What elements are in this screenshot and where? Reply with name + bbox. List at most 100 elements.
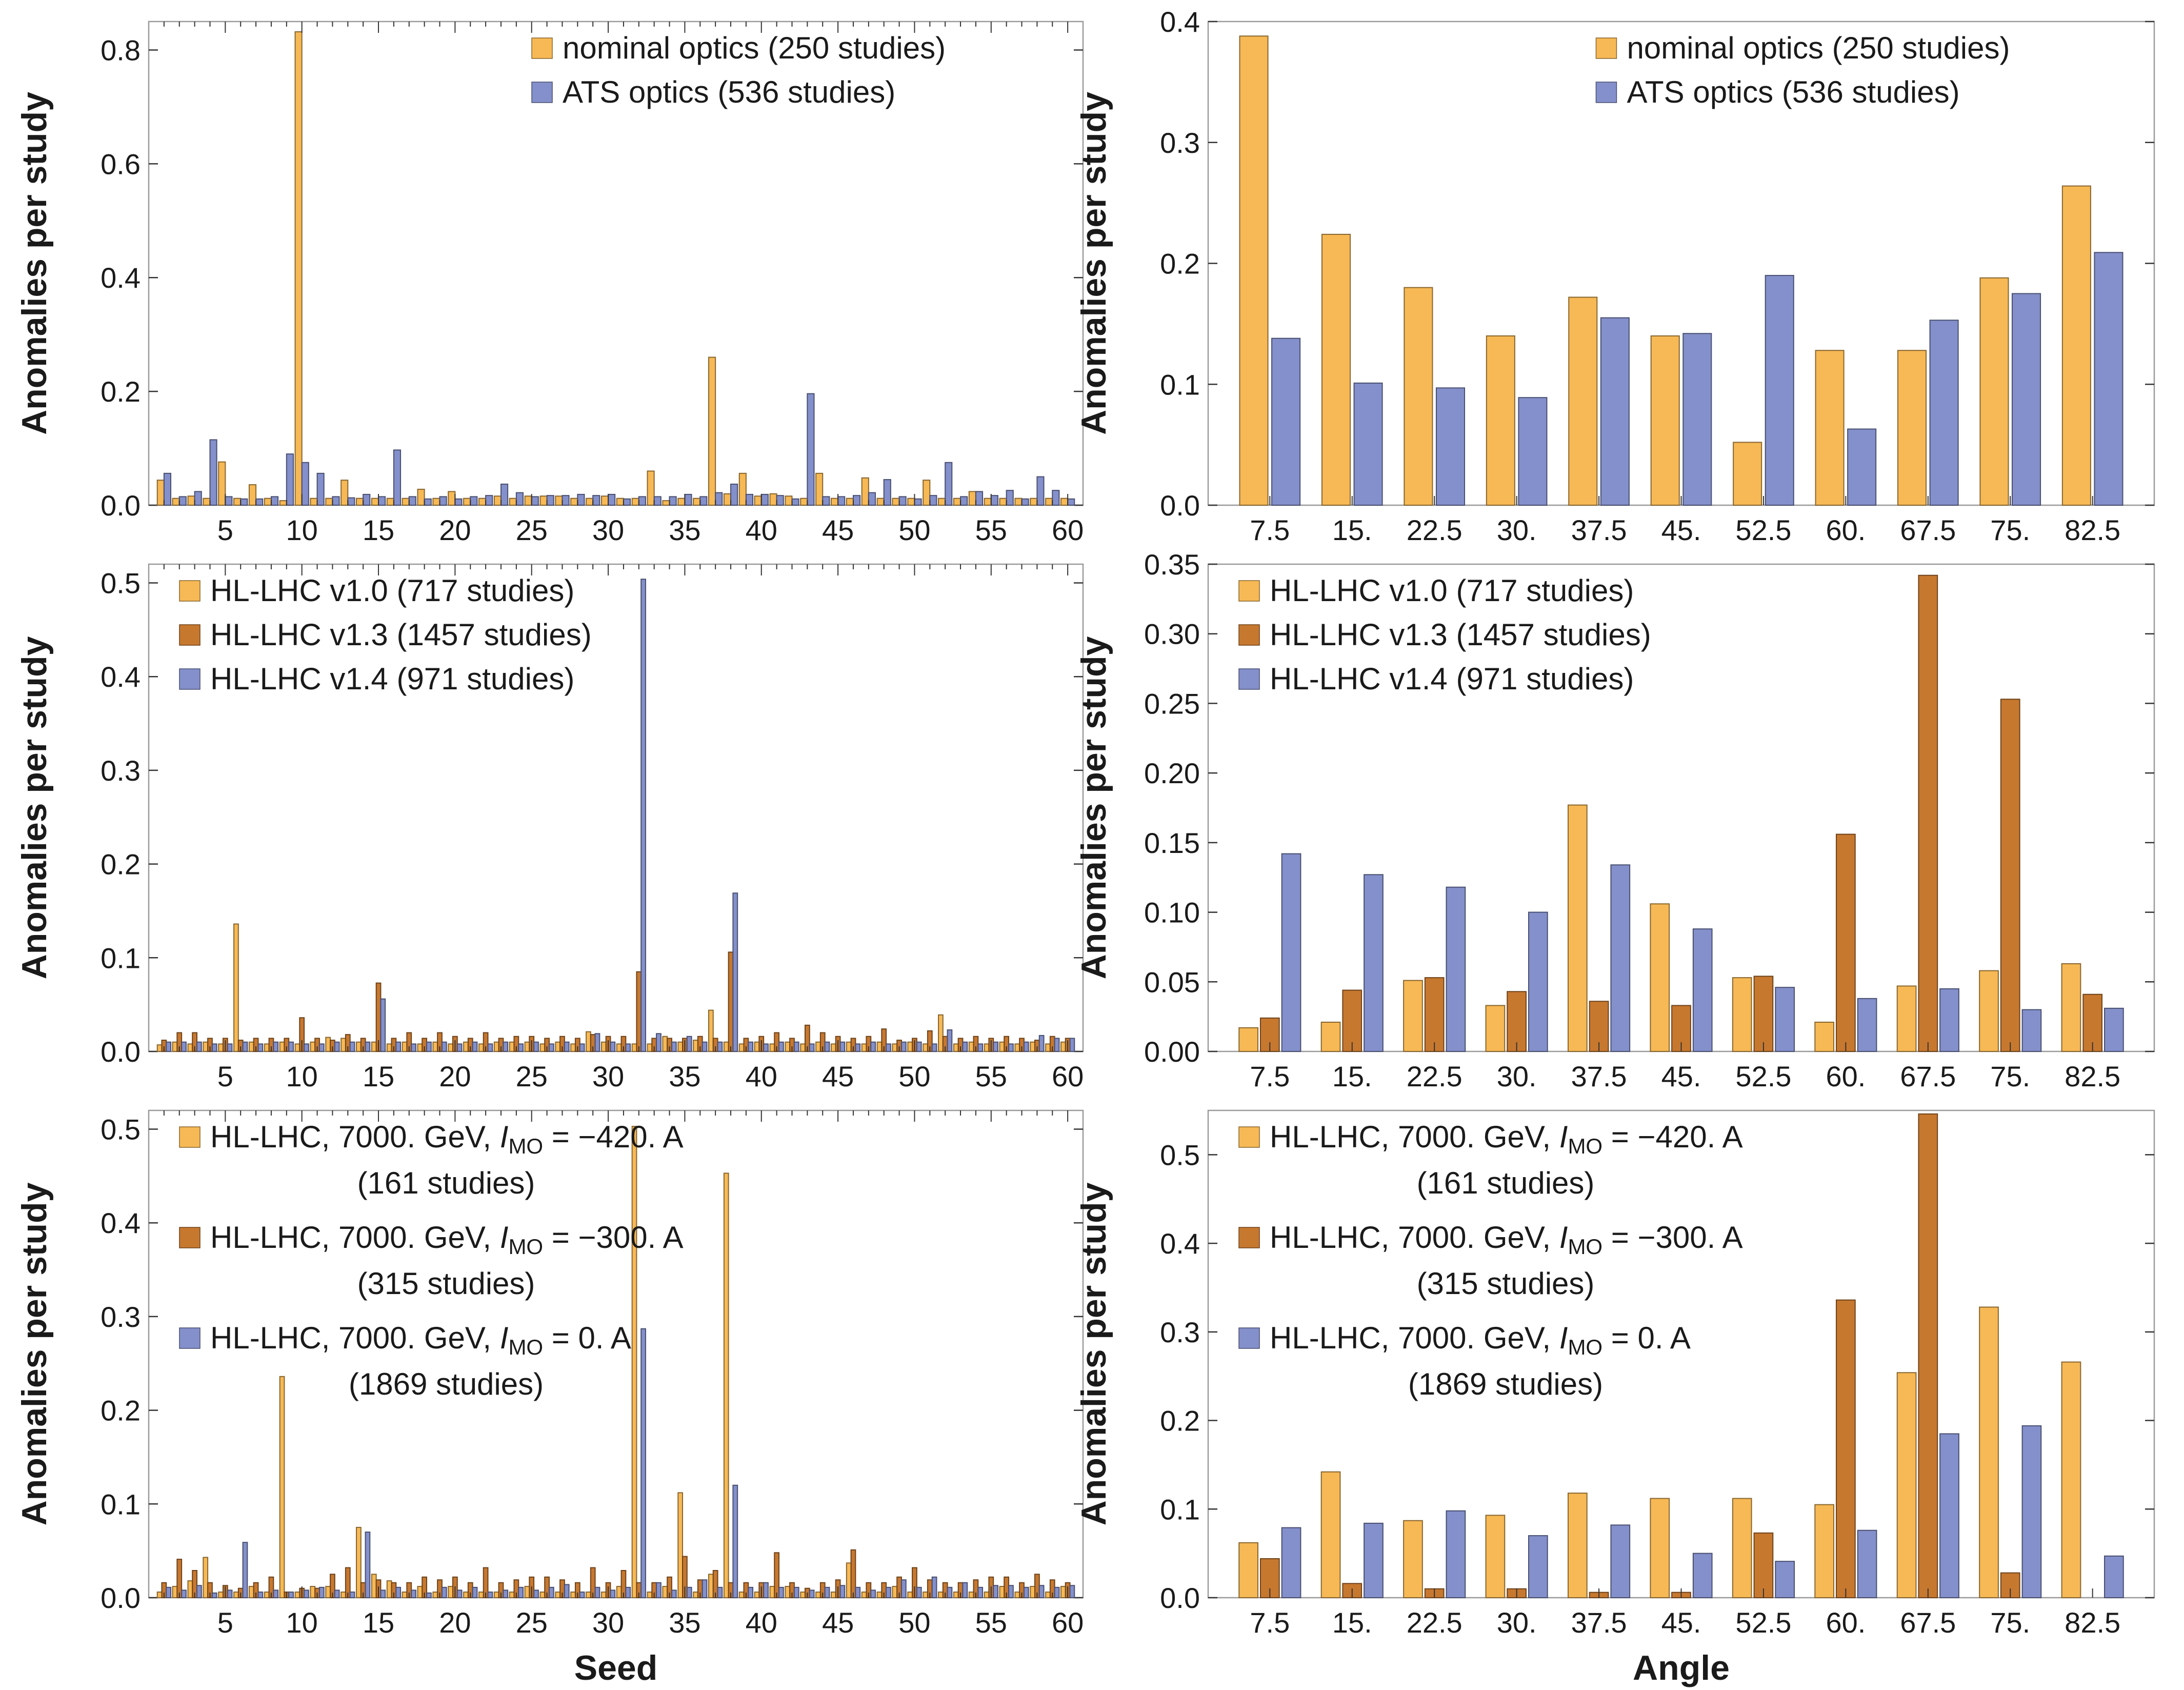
bar: [1052, 490, 1060, 506]
bar: [1836, 1299, 1856, 1599]
bar: [861, 477, 869, 506]
bar: [760, 493, 769, 506]
bar: [616, 1043, 622, 1052]
bar: [1847, 428, 1877, 506]
x-tick-label: 20: [439, 1060, 471, 1092]
y-tick-label: 0.0: [1160, 489, 1200, 522]
bar: [717, 1041, 723, 1052]
x-tick-label: 37.5: [1571, 514, 1627, 546]
bar: [883, 479, 891, 506]
bar: [454, 498, 463, 506]
bar: [594, 1586, 600, 1598]
bar: [769, 1586, 775, 1598]
bar: [378, 496, 386, 506]
bar: [938, 498, 946, 506]
bar: [172, 1041, 178, 1052]
bar: [846, 1041, 852, 1052]
bar: [478, 498, 487, 506]
bar: [708, 1574, 714, 1598]
x-tick-label: 55: [975, 1060, 1007, 1092]
bar: [662, 500, 670, 506]
bar: [472, 1041, 478, 1052]
bar: [1014, 498, 1023, 506]
bar: [631, 498, 639, 506]
bar: [1857, 998, 1877, 1052]
legend-label-line2: (1869 studies): [1408, 1367, 1603, 1401]
x-tick-label: 45: [822, 514, 854, 546]
plot-frame: [148, 21, 1084, 506]
bar: [493, 1041, 499, 1052]
bar: [242, 1542, 248, 1598]
x-tick-label: 52.5: [1735, 1060, 1791, 1092]
bar: [953, 1592, 959, 1599]
bar: [294, 31, 303, 506]
bar: [402, 1041, 408, 1052]
bar: [923, 1043, 928, 1052]
bar: [286, 453, 294, 506]
bar: [999, 1586, 1005, 1598]
legend-label: HL-LHC, 7000. GeV, IMO = −300. A: [1270, 1220, 1743, 1259]
bar: [187, 1043, 193, 1052]
x-tick-label: 15: [363, 514, 394, 546]
bar: [1528, 1535, 1548, 1598]
bar: [555, 1592, 561, 1599]
x-tick-label: 35: [669, 1060, 700, 1092]
bar: [1030, 1041, 1036, 1052]
bar: [610, 1041, 616, 1052]
y-tick-label: 0.3: [101, 754, 141, 787]
bar: [968, 1041, 974, 1052]
bar: [990, 495, 998, 506]
bar: [187, 495, 195, 506]
bar: [738, 1043, 745, 1052]
bar: [172, 498, 180, 506]
bar: [647, 1043, 653, 1052]
y-tick-label: 0.30: [1144, 618, 1200, 650]
bar: [1238, 1542, 1258, 1599]
bar: [953, 498, 961, 506]
bar: [518, 1043, 524, 1052]
bar: [334, 1041, 340, 1052]
bar: [487, 1592, 493, 1599]
bar: [211, 1043, 217, 1052]
bar: [524, 1041, 530, 1052]
bar: [1014, 1043, 1020, 1052]
bar: [515, 492, 524, 506]
bar: [923, 1592, 928, 1599]
legend-label-line2: (315 studies): [1417, 1266, 1595, 1301]
bar: [793, 1586, 799, 1598]
panel-seed-currents: 0.0 0.1 0.2 0.3 0.4 0.5 Anomalies per study 5 10…: [15, 1109, 1084, 1687]
legend-label: ATS optics (536 studies): [1627, 75, 1959, 109]
x-tick-label: 45.: [1661, 514, 1701, 546]
bar: [411, 1043, 416, 1052]
panel-angle-currents: 0.0 0.1 0.2 0.3 0.4 0.5 Anomalies per study 7.5…: [1074, 1109, 2155, 1687]
bar: [748, 1041, 754, 1052]
bar: [1069, 1585, 1075, 1598]
bar: [233, 1592, 239, 1599]
x-tick-label: 5: [217, 1606, 233, 1639]
bar: [356, 498, 364, 506]
bar: [279, 1376, 285, 1599]
y-tick-label: 0.1: [101, 1488, 141, 1520]
bar: [386, 498, 394, 506]
x-tick-label: 55: [975, 1606, 1007, 1639]
bar: [776, 495, 784, 506]
bar: [686, 1586, 692, 1598]
x-tick-label: 55: [975, 514, 1007, 546]
x-tick-label: 10: [286, 1060, 318, 1092]
legend-label: HL-LHC v1.4 (971 studies): [210, 662, 574, 696]
bar: [616, 498, 624, 506]
bar: [1281, 1527, 1301, 1598]
bar: [533, 1041, 539, 1052]
bar: [1403, 1520, 1423, 1599]
bar: [608, 493, 616, 506]
bar: [993, 1585, 998, 1598]
bar: [977, 1043, 984, 1052]
bar: [172, 1586, 178, 1598]
bar: [586, 1592, 591, 1599]
bar: [815, 1592, 821, 1599]
x-tick-label: 25: [516, 1606, 548, 1639]
panel-seed-optics: 0.0 0.2 0.4 0.6 0.8 Anomalies per study 5 10 15 2…: [15, 21, 1084, 546]
legend-label: HL-LHC, 7000. GeV, IMO = −300. A: [210, 1220, 684, 1259]
y-axis-title: Anomalies per study: [1074, 92, 1113, 435]
